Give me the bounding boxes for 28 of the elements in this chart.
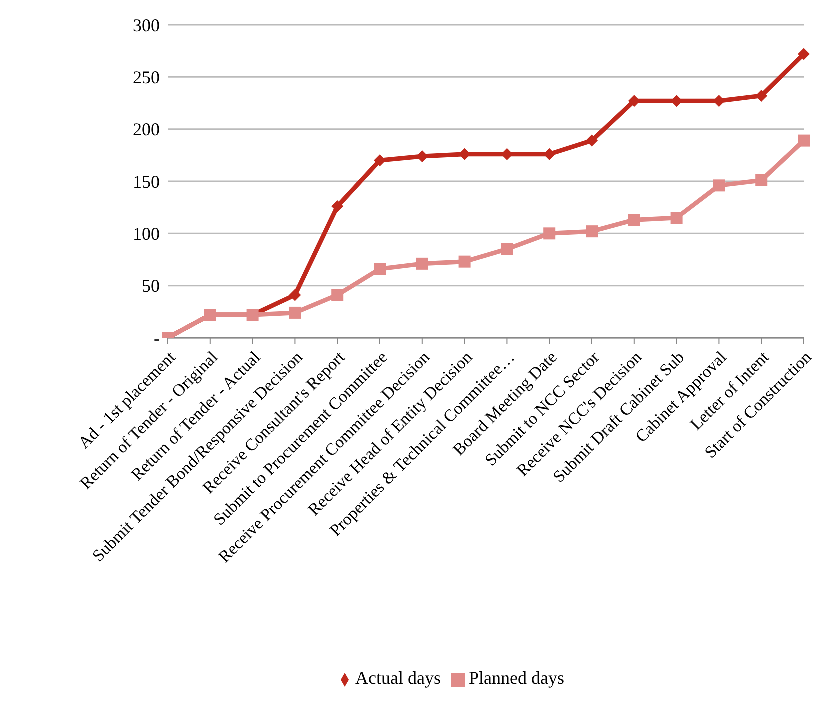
point: [713, 180, 726, 192]
point: [628, 214, 640, 226]
y-tick-label: 200: [133, 120, 160, 140]
point: [374, 154, 386, 167]
point: [416, 258, 428, 270]
point: [586, 134, 598, 147]
point: [332, 200, 344, 213]
point: [374, 263, 386, 276]
point: [670, 212, 683, 224]
point: [756, 90, 768, 102]
point: [458, 256, 471, 268]
legend-label: Actual days: [356, 668, 441, 688]
point: [798, 48, 810, 60]
y-tick-label: 50: [142, 276, 160, 296]
y-tick-label: -: [154, 328, 160, 348]
point: [289, 306, 302, 319]
y-tick-label: 250: [133, 68, 160, 88]
point: [544, 228, 556, 240]
y-tick-label: 100: [133, 224, 160, 244]
point: [501, 243, 514, 256]
point: [586, 226, 598, 238]
legend-label: Planned days: [469, 668, 564, 688]
y-tick-label: 150: [133, 172, 160, 192]
point: [289, 289, 302, 302]
y-tick-label: 300: [133, 15, 160, 36]
point: [756, 174, 768, 186]
point: [332, 289, 344, 302]
point: [798, 134, 810, 147]
